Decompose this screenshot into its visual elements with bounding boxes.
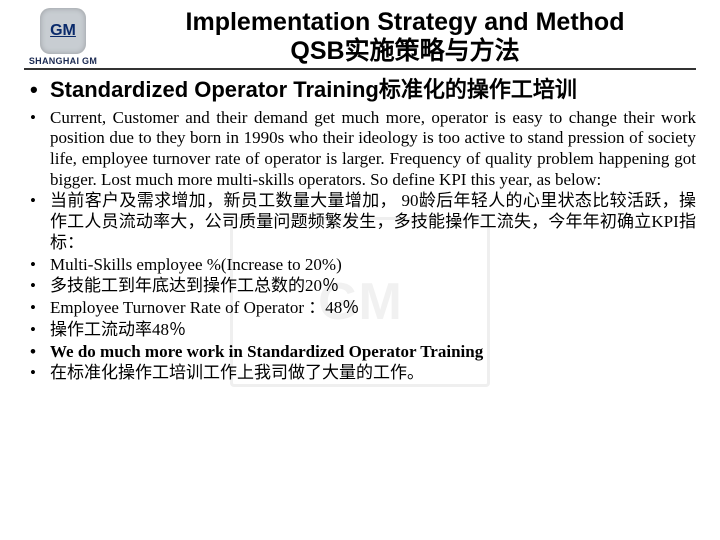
list-item: Current, Customer and their demand get m… xyxy=(28,108,696,191)
logo-caption: SHANGHAI GM xyxy=(29,56,97,66)
logo-mark: GM xyxy=(50,22,76,40)
list-item: Multi-Skills employee %(Increase to 20%) xyxy=(28,255,696,276)
title-line-1: Implementation Strategy and Method xyxy=(114,8,696,37)
list-item: 操作工流动率48％ xyxy=(28,320,696,341)
list-item: 在标准化操作工培训工作上我司做了大量的工作。 xyxy=(28,363,696,384)
slide-header: GM SHANGHAI GM Implementation Strategy a… xyxy=(24,8,696,70)
slide-title: Implementation Strategy and Method QSB实施… xyxy=(114,8,696,66)
main-bullet: Standardized Operator Training标准化的操作工培训 xyxy=(28,76,696,104)
list-item: 当前客户及需求增加，新员工数量大量增加， 90龄后年轻人的心里状态比较活跃，操作… xyxy=(28,191,696,253)
list-item: We do much more work in Standardized Ope… xyxy=(28,342,696,363)
title-line-2: QSB实施策略与方法 xyxy=(114,37,696,66)
list-item: Employee Turnover Rate of Operator ：48％ xyxy=(28,298,696,319)
slide-content: Standardized Operator Training标准化的操作工培训 … xyxy=(24,76,696,384)
list-item: 多技能工到年底达到操作工总数的20％ xyxy=(28,276,696,297)
logo-icon: GM xyxy=(40,8,86,54)
logo: GM SHANGHAI GM xyxy=(24,8,102,66)
